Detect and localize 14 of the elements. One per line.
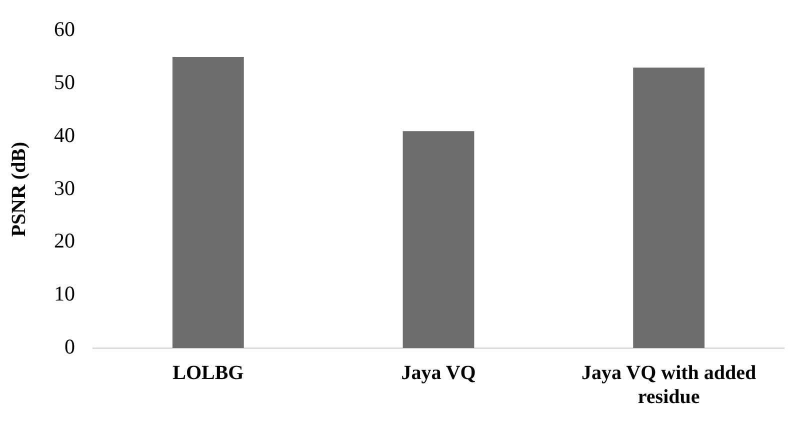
y-tick-label: 40 [54,122,75,147]
y-tick-label: 60 [54,17,75,42]
bar [633,68,705,348]
y-tick-label: 10 [54,282,75,306]
x-tick-label: Jaya VQ [401,362,476,384]
x-tick-label: LOLBG [172,362,244,384]
bar [172,57,244,348]
y-axis-title: PSNR (dB) [8,142,30,237]
y-tick-label: 20 [54,228,75,253]
bar [402,131,474,348]
y-tick-label: 30 [54,176,75,200]
y-tick-label: 50 [54,70,75,94]
x-tick-label: Jaya VQ with added residue [581,362,756,408]
y-tick-label: 0 [64,334,75,359]
